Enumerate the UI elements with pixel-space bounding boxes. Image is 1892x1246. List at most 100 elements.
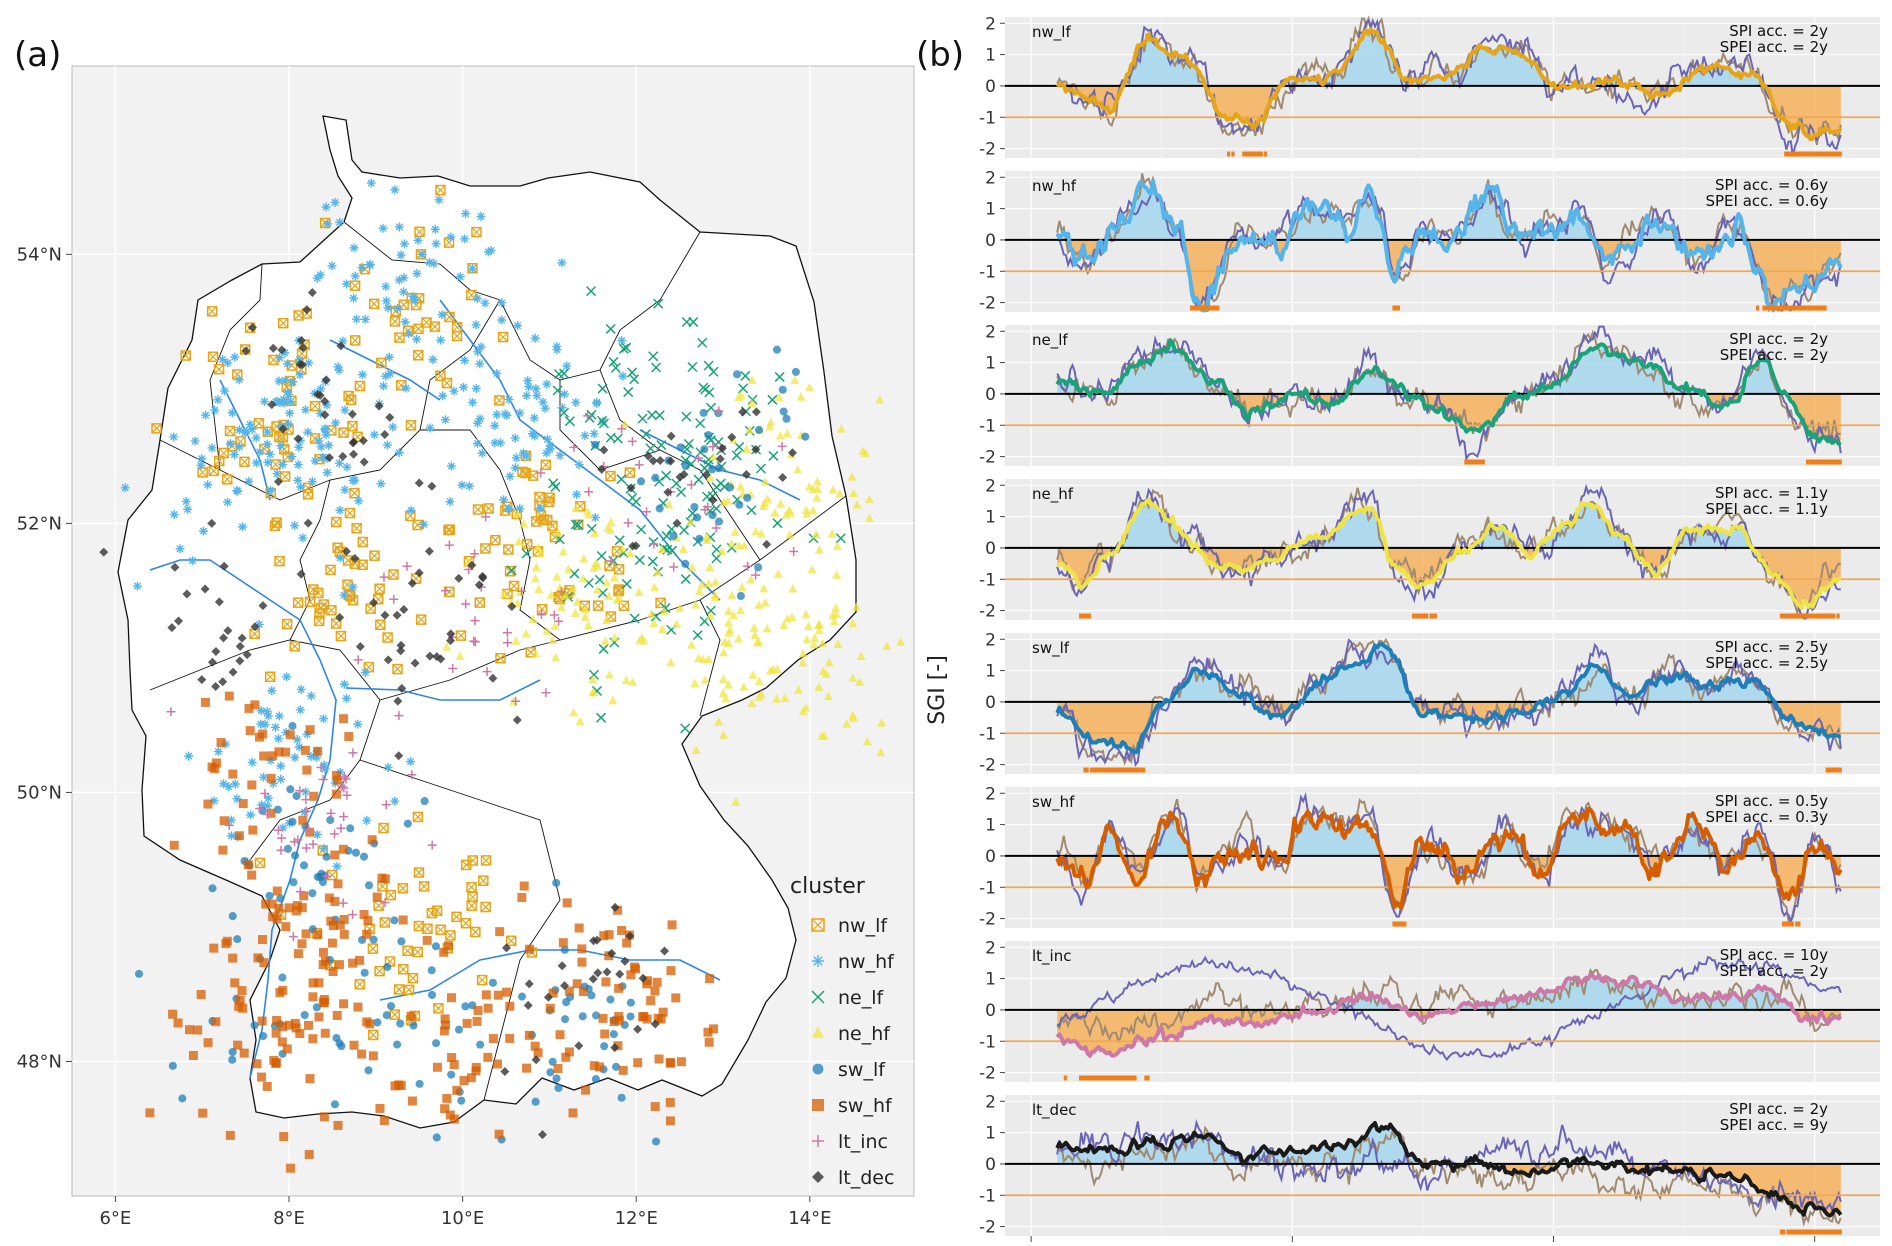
station-point-lt_dec	[268, 343, 278, 353]
station-point-nw_hf	[378, 381, 388, 391]
station-point-ne_lf	[731, 450, 742, 461]
station-point-nw_hf	[475, 359, 485, 369]
station-point-sw_hf	[281, 922, 291, 932]
station-point-sw_hf	[443, 941, 453, 951]
station-point-ne_hf	[807, 564, 817, 574]
station-point-sw_lf	[517, 992, 527, 1001]
station-point-nw_lf	[269, 520, 281, 532]
station-point-nw_hf	[396, 250, 406, 260]
station-point-sw_hf	[502, 987, 512, 997]
station-point-nw_hf	[197, 454, 207, 464]
station-point-sw_hf	[330, 850, 340, 860]
station-point-sw_hf	[252, 1059, 262, 1069]
spei-acc-label: SPEI acc. = 1.1y	[1705, 500, 1828, 518]
station-point-sw_hf	[633, 1058, 643, 1068]
station-point-sw_hf	[594, 1062, 604, 1072]
station-point-nw_lf	[232, 369, 243, 380]
station-point-nw_hf	[522, 451, 532, 461]
station-point-sw_hf	[446, 993, 456, 1003]
station-point-nw_hf	[265, 449, 275, 459]
station-point-ne_hf	[724, 606, 734, 616]
station-point-nw_hf	[510, 433, 520, 443]
station-point-ne_hf	[772, 664, 782, 674]
station-point-nw_hf	[321, 202, 331, 212]
station-point-lt_dec	[427, 481, 437, 491]
station-point-ne_hf	[794, 685, 804, 694]
station-point-ne_hf	[756, 689, 766, 699]
station-point-nw_lf	[357, 559, 368, 571]
station-point-lt_inc	[517, 586, 527, 596]
facet-ytick-label: 1	[985, 816, 996, 836]
station-point-ne_hf	[836, 424, 846, 433]
station-point-sw_hf	[272, 1015, 282, 1025]
station-point-ne_hf	[702, 531, 712, 541]
positive-anomaly-fill	[1057, 340, 1841, 394]
station-point-nw_lf	[289, 641, 301, 652]
station-point-sw_lf	[278, 973, 287, 982]
station-point-ne_hf	[717, 546, 727, 556]
station-point-sw_hf	[211, 1017, 221, 1027]
station-point-ne_hf	[875, 394, 885, 404]
facet-ytick-label: -2	[979, 1064, 996, 1084]
station-point-sw_hf	[642, 1014, 652, 1024]
panel-b-label: (b)	[916, 35, 964, 75]
station-point-lt_dec	[237, 633, 247, 643]
station-point-lt_inc	[469, 636, 479, 646]
station-point-nw_lf	[435, 924, 446, 936]
station-point-sw_lf	[288, 817, 297, 826]
station-point-sw_hf	[406, 1011, 416, 1021]
spei-acc-label: SPEI acc. = 2y	[1720, 38, 1828, 56]
station-point-sw_lf	[427, 966, 436, 975]
station-point-ne_hf	[649, 618, 659, 628]
station-point-nw_hf	[184, 751, 194, 761]
station-point-ne_hf	[575, 716, 585, 726]
station-point-sw_hf	[362, 929, 372, 939]
station-point-ne_hf	[835, 489, 845, 498]
station-point-lt_inc	[262, 810, 272, 820]
station-point-lt_dec	[407, 578, 417, 588]
station-point-ne_hf	[550, 621, 560, 630]
station-point-sw_hf	[209, 943, 219, 953]
station-point-lt_dec	[751, 444, 761, 454]
station-point-sw_hf	[533, 1048, 543, 1058]
station-point-nw_lf	[418, 881, 430, 892]
station-point-sw_hf	[522, 1063, 532, 1073]
station-point-lt_inc	[634, 460, 644, 470]
station-point-ne_hf	[606, 517, 616, 526]
station-point-nw_hf	[292, 735, 302, 745]
station-point-sw_hf	[324, 893, 334, 903]
station-point-ne_lf	[772, 518, 783, 529]
station-point-nw_hf	[274, 711, 284, 721]
station-point-sw_lf	[626, 1012, 635, 1021]
station-point-sw_hf	[581, 1085, 591, 1095]
station-point-nw_hf	[557, 403, 567, 413]
station-point-nw_hf	[276, 441, 286, 451]
station-point-sw_hf	[440, 1014, 450, 1024]
station-point-nw_hf	[505, 471, 515, 481]
station-point-nw_hf	[335, 505, 345, 515]
station-point-nw_hf	[490, 438, 500, 448]
station-point-ne_hf	[801, 609, 811, 619]
station-point-nw_hf	[276, 774, 286, 784]
station-point-ne_lf	[651, 362, 662, 373]
station-point-ne_hf	[455, 651, 465, 660]
station-point-lt_inc	[276, 845, 286, 855]
station-point-lt_dec	[207, 518, 217, 528]
station-point-sw_hf	[238, 799, 248, 809]
station-point-sw_hf	[473, 1005, 483, 1015]
station-point-lt_dec	[633, 1024, 643, 1034]
station-point-ne_lf	[627, 492, 638, 503]
station-point-nw_hf	[314, 436, 324, 446]
station-point-lt_dec	[717, 443, 727, 453]
station-point-lt_inc	[686, 480, 696, 490]
station-point-ne_hf	[589, 563, 599, 572]
station-point-ne_lf	[708, 366, 719, 377]
station-point-nw_hf	[340, 405, 350, 415]
station-point-ne_hf	[855, 677, 865, 686]
station-point-lt_inc	[318, 775, 328, 785]
station-point-ne_hf	[514, 536, 524, 546]
station-point-ne_lf	[570, 519, 581, 530]
spi-line	[1056, 955, 1842, 1062]
